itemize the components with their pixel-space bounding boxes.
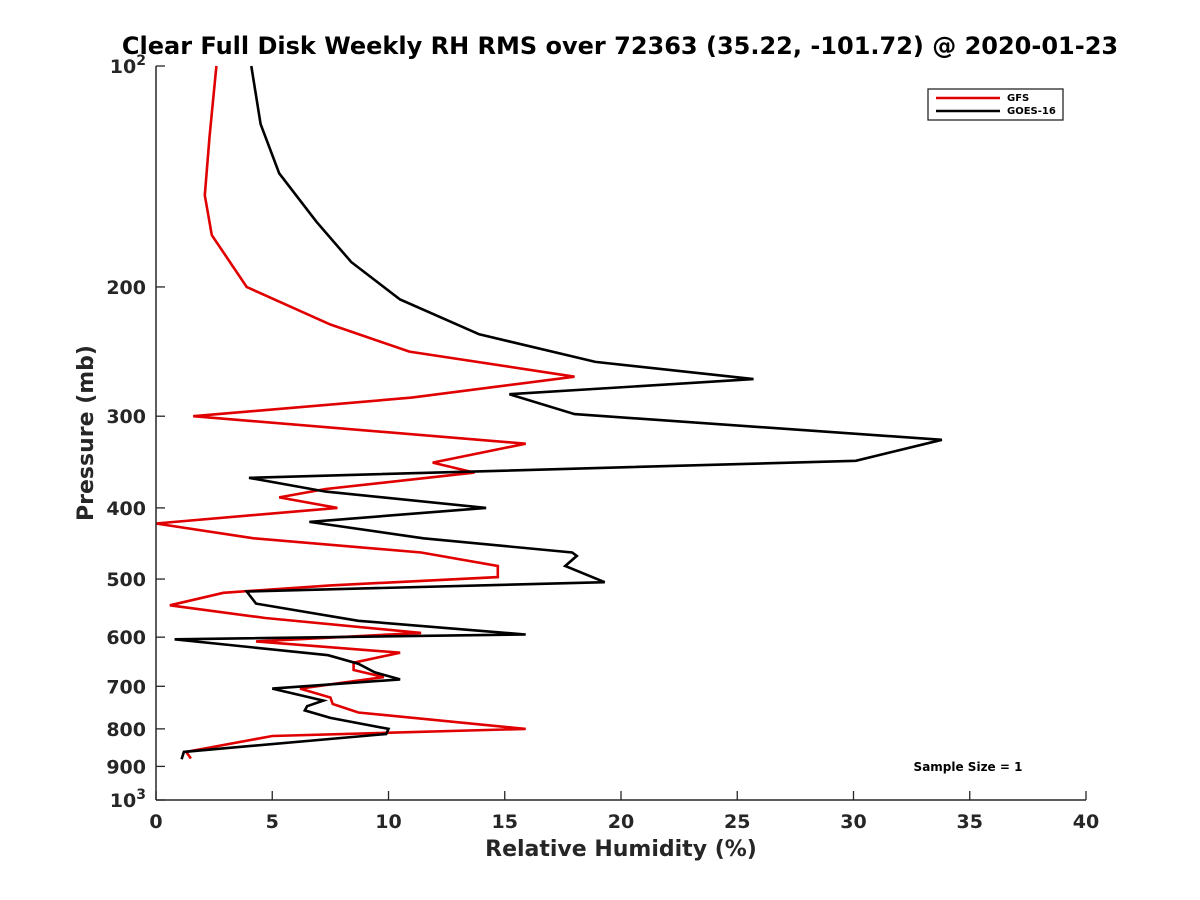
legend: GFS GOES-16 [927,88,1064,121]
legend-box [927,88,1064,121]
y-tick-label: 400 [106,498,146,520]
y-tick-label: 500 [106,569,146,591]
x-tick-label: 0 [149,811,162,833]
x-tick-label: 35 [957,811,983,833]
tick-labels: 0 5 10 15 20 25 30 35 40 102 200 300 400 500 600 700 800… [106,53,1099,833]
series-line-gfs [155,65,575,760]
y-tick-label: 300 [106,406,146,428]
y-tick-label: 900 [106,756,146,778]
x-tick-label: 10 [375,811,401,833]
y-tick-label: 102 [110,53,146,78]
y-tick-label: 103 [110,787,146,812]
legend-label-gfs: GFS [1007,93,1029,104]
x-tick-label: 30 [840,811,866,833]
y-tick-label: 600 [106,627,146,649]
y-tick-label: 200 [106,277,146,299]
x-tick-label: 20 [608,811,634,833]
chart-title: Clear Full Disk Weekly RH RMS over 72363… [122,32,1118,60]
sample-size-annotation: Sample Size = 1 [914,760,1023,774]
y-tick-label: 800 [106,719,146,741]
x-tick-label: 40 [1073,811,1099,833]
series-layer [155,65,943,760]
y-tick-label: 700 [106,676,146,698]
x-tick-label: 25 [724,811,750,833]
x-tick-label: 5 [266,811,279,833]
x-axis-label: Relative Humidity (%) [485,837,757,862]
x-tick-label: 15 [492,811,518,833]
series-line-goes16 [174,65,943,760]
legend-label-goes16: GOES-16 [1007,106,1056,117]
axes [155,66,1086,801]
y-axis-label: Pressure (mb) [74,345,99,521]
